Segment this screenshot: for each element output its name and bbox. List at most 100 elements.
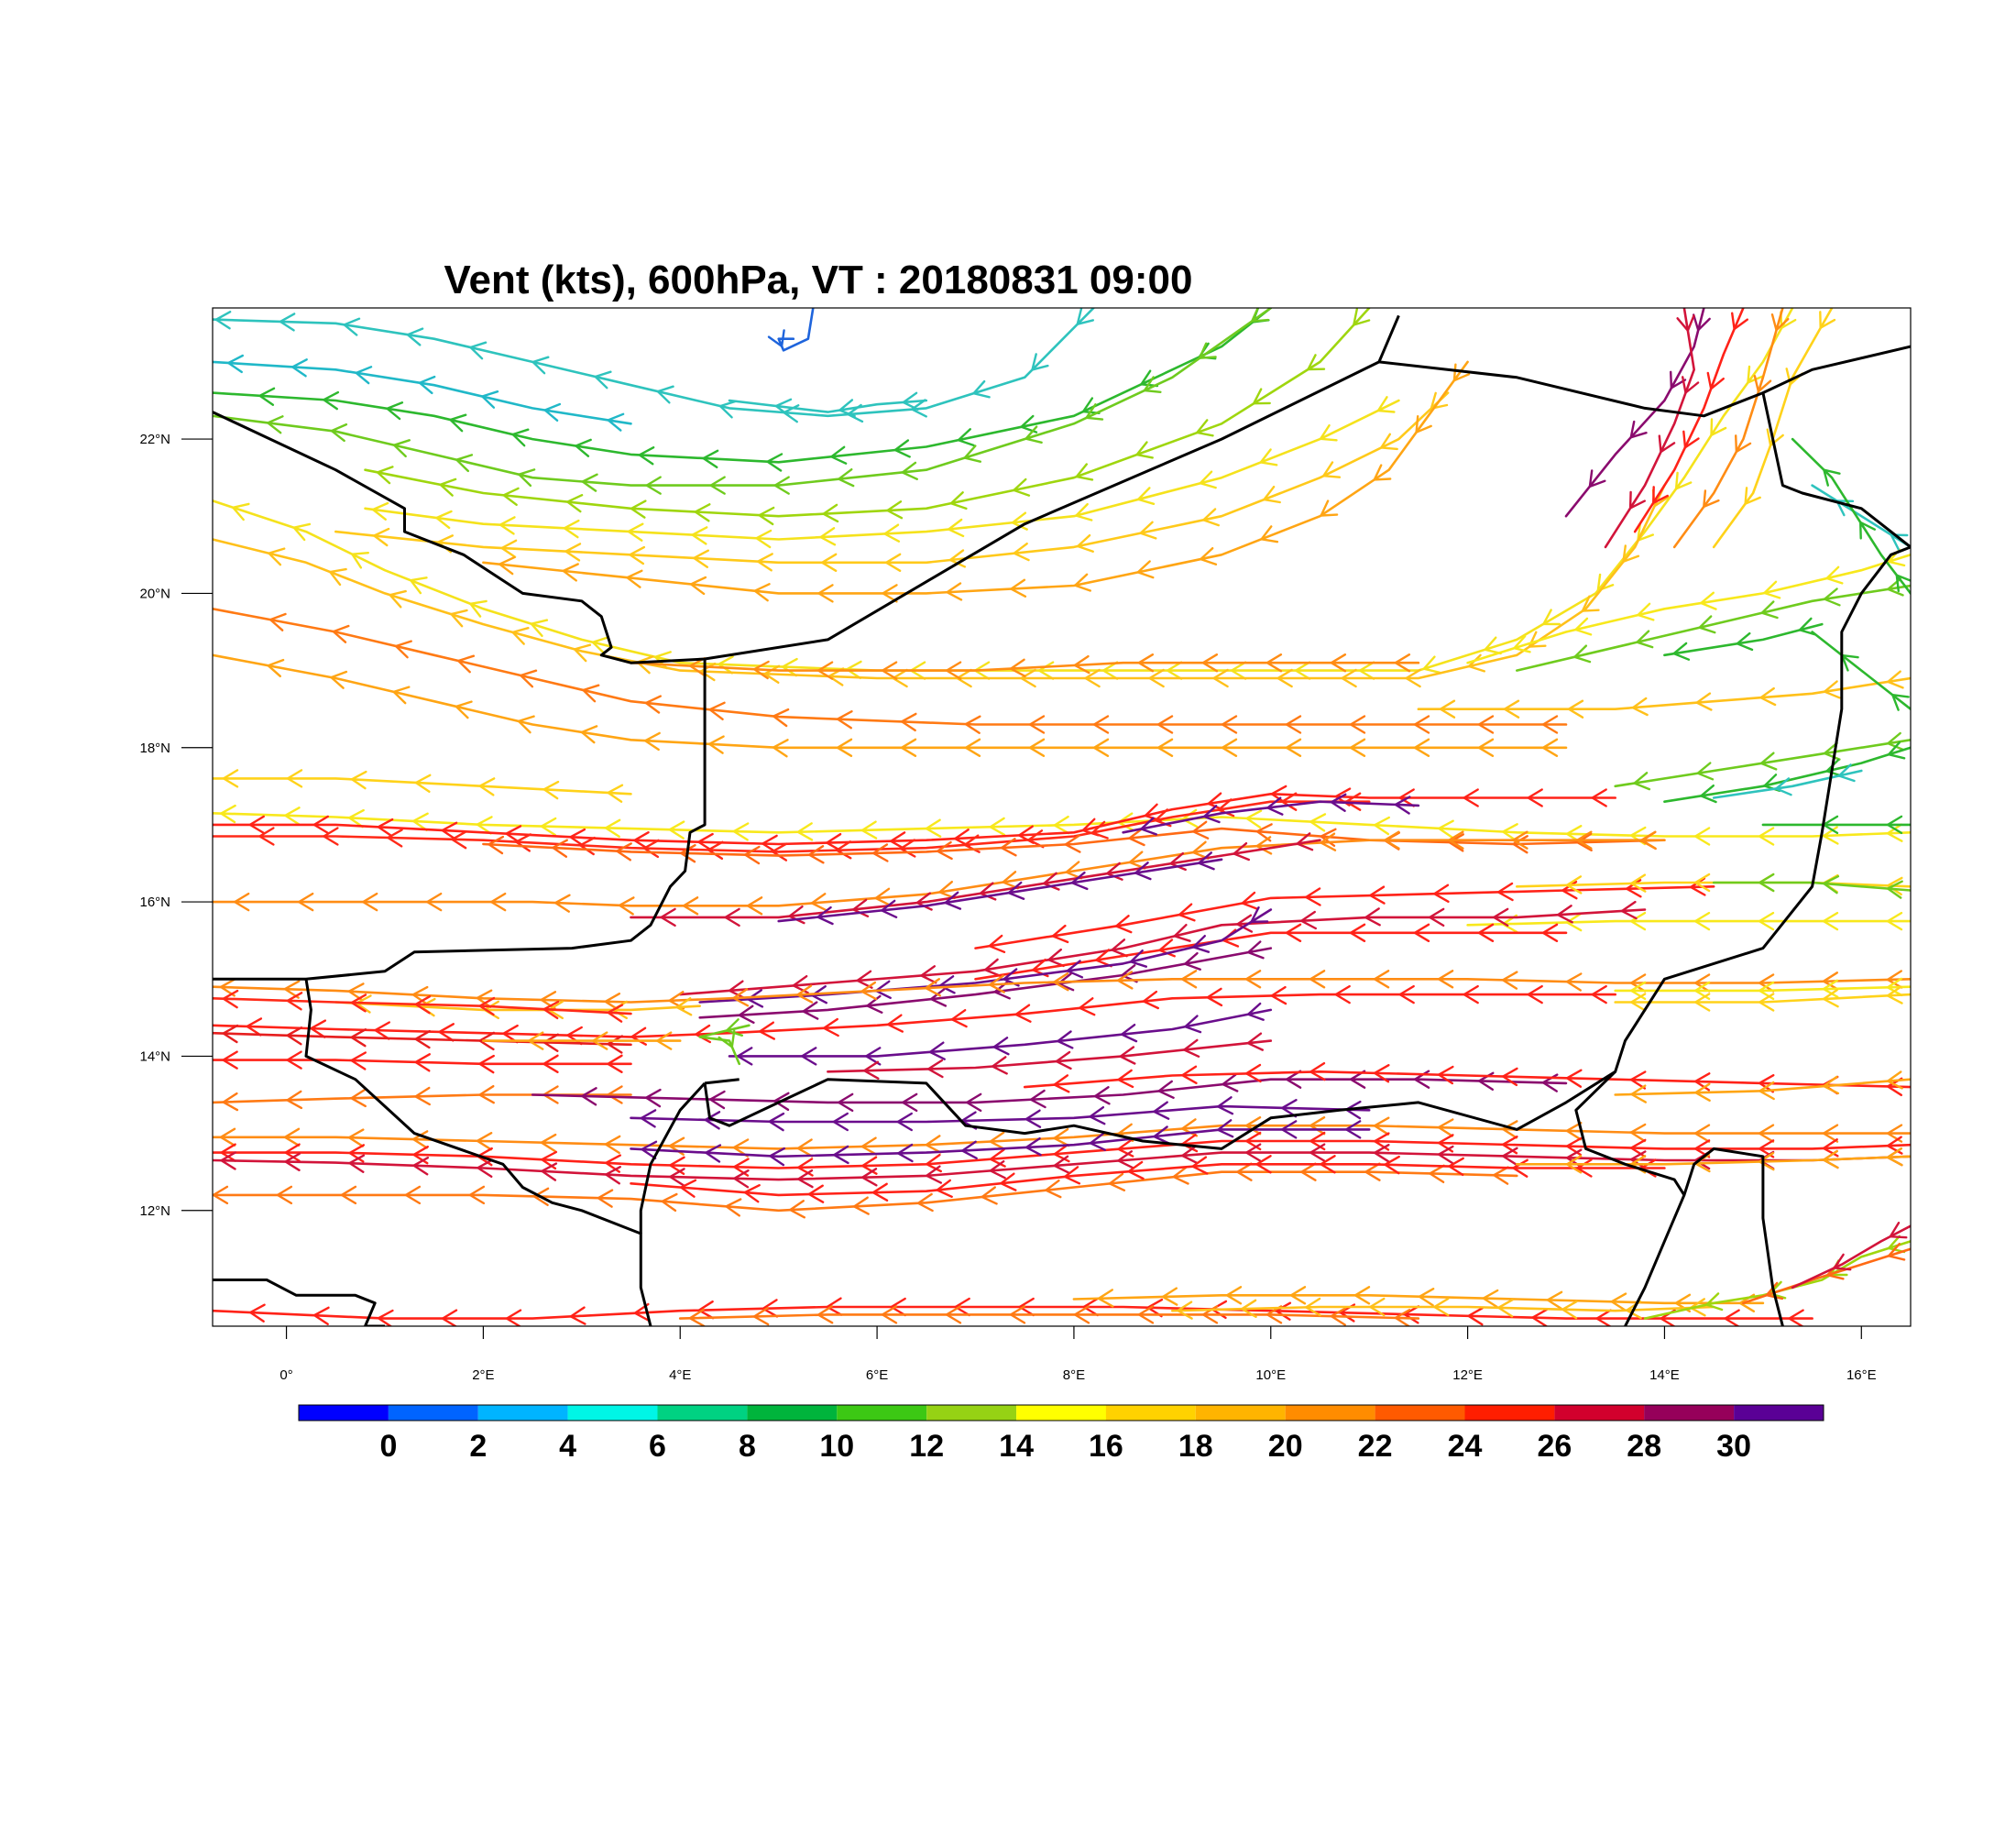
wind-arrowhead (773, 1092, 790, 1111)
streamline (213, 984, 1616, 1046)
wind-arrowhead (1591, 788, 1607, 807)
wind-arrowhead (989, 1131, 1006, 1150)
latitude-axis: 12°N 14°N 16°N 18°N 20°N 22°N (139, 432, 213, 1219)
wind-arrowhead (949, 491, 968, 510)
wind-arrowhead (562, 563, 579, 582)
wind-arrowhead (1430, 391, 1449, 410)
wind-arrowhead (469, 599, 488, 618)
wind-arrowhead (1823, 680, 1841, 699)
streamline (1417, 670, 1911, 719)
wind-arrowhead (718, 1029, 736, 1048)
streamline (1712, 763, 1863, 799)
wind-arrowhead (1129, 949, 1147, 968)
wind-arrowhead (926, 1165, 942, 1184)
wind-arrowhead (1760, 600, 1779, 620)
wind-arrowhead (1191, 840, 1210, 860)
colorbar-label: 10 (819, 1429, 854, 1464)
wind-arrowhead (1448, 833, 1464, 852)
wind-arrowhead (1576, 832, 1593, 851)
wind-arrowhead (989, 1160, 1006, 1180)
wind-arrowhead (607, 1004, 624, 1023)
wind-arrowhead (920, 965, 937, 984)
colorbar-label: 16 (1089, 1429, 1123, 1464)
wind-arrowhead (1027, 829, 1045, 849)
wind-streamlines (213, 308, 1911, 1326)
wind-arrowhead (1724, 1309, 1740, 1326)
wind-arrowhead (1285, 715, 1302, 734)
wind-arrowhead (1591, 984, 1607, 1004)
wind-arrowhead (213, 1185, 229, 1205)
wind-arrowhead (773, 476, 790, 495)
wind-arrowhead (348, 1154, 366, 1173)
wind-arrowhead (860, 820, 878, 840)
wind-arrowhead (1376, 396, 1396, 413)
wind-arrowhead (1199, 470, 1217, 489)
wind-arrowhead (772, 739, 789, 758)
streamline (698, 940, 1273, 1024)
wind-arrowhead (972, 379, 991, 399)
wind-arrowhead (661, 1192, 678, 1213)
wind-arrowhead (1637, 602, 1655, 621)
wind-arrowhead (1260, 525, 1279, 543)
wind-arrowhead (1009, 658, 1026, 677)
wind-arrowhead (1294, 661, 1311, 680)
wind-arrowhead (1309, 1143, 1326, 1162)
wind-arrowhead (591, 636, 609, 655)
wind-arrowhead (618, 896, 635, 916)
wind-arrowhead (1222, 1073, 1239, 1092)
wind-arrowhead (693, 549, 709, 568)
wind-arrowhead (1595, 1309, 1612, 1326)
wind-arrowhead (392, 439, 411, 458)
wind-arrowhead (1822, 1124, 1839, 1143)
wind-arrowhead (1886, 823, 1903, 842)
streamline (630, 1096, 1371, 1132)
wind-arrowhead (761, 834, 778, 854)
wind-arrowhead (644, 731, 661, 752)
wind-arrowhead (1482, 1289, 1499, 1309)
wind-arrowhead (753, 660, 770, 680)
wind-arrowhead (1886, 985, 1903, 1004)
wind-arrowhead (1077, 533, 1094, 553)
streamline (1633, 308, 1748, 533)
wind-arrowhead (1630, 1084, 1647, 1103)
wind-arrowhead (1101, 661, 1119, 680)
wind-arrowhead (1736, 631, 1754, 652)
wind-arrowhead (826, 833, 842, 852)
wind-arrowhead (1161, 1287, 1178, 1306)
wind-arrowhead (1693, 313, 1711, 332)
streamline (482, 820, 1666, 865)
wind-arrowhead (885, 553, 902, 572)
wind-arrowhead (267, 415, 284, 434)
wind-arrowhead (823, 1017, 839, 1037)
wind-arrowhead (1031, 353, 1049, 371)
wind-arrowhead (575, 438, 592, 457)
wind-arrowhead (640, 1109, 657, 1128)
lon-tick-label: 14°E (1649, 1367, 1680, 1383)
wind-arrowhead (219, 1127, 236, 1147)
wind-arrowhead (856, 970, 873, 989)
wind-arrowhead (732, 822, 750, 841)
wind-arrowhead (1822, 1149, 1839, 1169)
wind-arrowhead (389, 589, 407, 609)
wind-arrowhead (528, 1031, 544, 1050)
wind-arrowhead (552, 839, 568, 858)
wind-arrowhead (286, 1026, 303, 1046)
wind-arrowhead (1463, 788, 1479, 807)
wind-arrowhead (1075, 502, 1093, 521)
wind-arrowhead (418, 375, 436, 395)
lat-tick-label: 20°N (139, 586, 170, 601)
wind-arrowhead (1859, 521, 1876, 540)
wind-arrowhead (1467, 1307, 1484, 1326)
wind-arrowhead (350, 770, 367, 790)
wind-arrowhead (1497, 882, 1514, 902)
wind-arrowhead (675, 997, 693, 1016)
wind-arrowhead (928, 1041, 946, 1060)
wind-arrowhead (821, 553, 838, 572)
wind-speed-colorbar: 0 2 4 6 8 10 12 14 16 18 20 22 24 26 28 30 (298, 1404, 1824, 1464)
wind-arrowhead (616, 842, 632, 862)
wind-arrowhead (515, 833, 531, 852)
colorbar-label: 22 (1358, 1429, 1393, 1464)
wind-arrowhead (1403, 1305, 1420, 1324)
wind-arrowhead (1758, 1124, 1775, 1143)
wind-arrowhead (1134, 862, 1152, 881)
